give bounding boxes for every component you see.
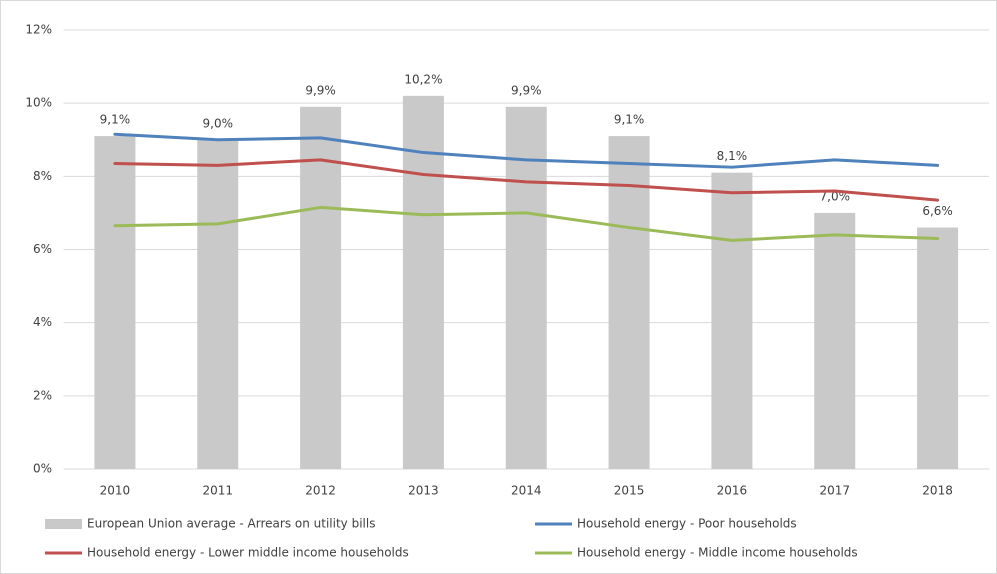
data-label: 9,1% (100, 113, 131, 127)
y-tick-label: 2% (33, 388, 52, 402)
data-label: 9,0% (203, 116, 234, 130)
bar (917, 227, 959, 469)
bar (505, 106, 547, 469)
x-tick-label: 2012 (305, 484, 336, 498)
legend-label: Household energy - Poor households (577, 517, 797, 531)
data-label: 9,9% (305, 83, 336, 97)
data-label: 9,9% (511, 83, 542, 97)
data-label: 10,2% (404, 72, 442, 86)
y-tick-label: 6% (33, 242, 52, 256)
y-tick-label: 4% (33, 315, 52, 329)
bar (711, 172, 753, 470)
line (113, 205, 940, 242)
bar (402, 95, 444, 469)
legend-label: European Union average - Arrears on util… (87, 517, 375, 531)
x-tick-label: 2018 (922, 484, 953, 498)
bar (94, 136, 136, 469)
data-label: 9,1% (614, 113, 645, 127)
x-tick-label: 2010 (100, 484, 131, 498)
x-tick-label: 2014 (511, 484, 542, 498)
x-tick-label: 2016 (717, 484, 748, 498)
y-tick-label: 10% (25, 96, 52, 110)
x-tick-label: 2017 (819, 484, 850, 498)
bar (814, 212, 856, 469)
bar (300, 106, 342, 469)
line (113, 132, 940, 169)
line (113, 158, 940, 202)
y-tick-label: 12% (25, 23, 52, 37)
x-tick-label: 2013 (408, 484, 439, 498)
data-label: 8,1% (717, 149, 748, 163)
legend-swatch (45, 519, 82, 529)
x-tick-label: 2015 (614, 484, 645, 498)
data-label: 6,6% (922, 204, 953, 218)
x-tick-label: 2011 (202, 484, 233, 498)
bar (197, 139, 239, 469)
bar (608, 136, 650, 469)
legend-label: Household energy - Lower middle income h… (87, 546, 409, 560)
legend-label: Household energy - Middle income househo… (577, 546, 858, 560)
y-tick-label: 8% (33, 169, 52, 183)
y-tick-label: 0% (33, 462, 52, 476)
